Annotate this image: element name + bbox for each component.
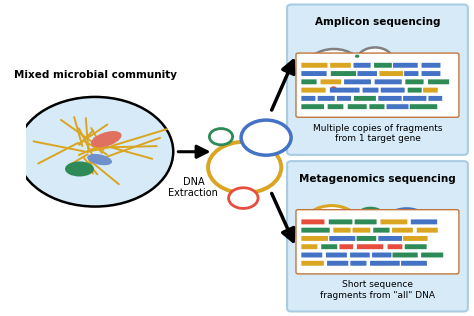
FancyBboxPatch shape bbox=[328, 104, 343, 109]
FancyBboxPatch shape bbox=[318, 96, 335, 101]
FancyBboxPatch shape bbox=[327, 261, 348, 266]
Ellipse shape bbox=[91, 131, 121, 147]
Circle shape bbox=[17, 97, 173, 207]
FancyBboxPatch shape bbox=[296, 53, 459, 117]
FancyBboxPatch shape bbox=[357, 71, 377, 76]
FancyBboxPatch shape bbox=[378, 236, 402, 241]
FancyBboxPatch shape bbox=[421, 63, 440, 68]
FancyBboxPatch shape bbox=[374, 79, 402, 84]
FancyBboxPatch shape bbox=[301, 236, 328, 241]
FancyBboxPatch shape bbox=[410, 104, 437, 109]
FancyBboxPatch shape bbox=[417, 228, 438, 233]
FancyBboxPatch shape bbox=[301, 88, 326, 93]
FancyBboxPatch shape bbox=[329, 236, 356, 241]
FancyBboxPatch shape bbox=[301, 244, 318, 249]
FancyBboxPatch shape bbox=[408, 88, 422, 93]
FancyBboxPatch shape bbox=[301, 219, 324, 224]
FancyBboxPatch shape bbox=[373, 228, 390, 233]
Circle shape bbox=[228, 188, 258, 209]
FancyBboxPatch shape bbox=[404, 71, 419, 76]
FancyBboxPatch shape bbox=[421, 71, 440, 76]
FancyBboxPatch shape bbox=[403, 96, 427, 101]
FancyBboxPatch shape bbox=[287, 161, 468, 312]
FancyBboxPatch shape bbox=[301, 252, 322, 258]
Ellipse shape bbox=[65, 161, 94, 176]
FancyBboxPatch shape bbox=[428, 96, 442, 101]
Circle shape bbox=[356, 208, 385, 229]
FancyBboxPatch shape bbox=[348, 104, 367, 109]
FancyBboxPatch shape bbox=[301, 96, 315, 101]
FancyBboxPatch shape bbox=[344, 79, 371, 84]
FancyBboxPatch shape bbox=[355, 219, 377, 224]
FancyBboxPatch shape bbox=[428, 79, 449, 84]
FancyBboxPatch shape bbox=[378, 96, 401, 101]
FancyBboxPatch shape bbox=[393, 63, 418, 68]
FancyBboxPatch shape bbox=[370, 261, 400, 266]
FancyBboxPatch shape bbox=[329, 219, 352, 224]
FancyBboxPatch shape bbox=[379, 71, 403, 76]
FancyBboxPatch shape bbox=[354, 96, 376, 101]
FancyBboxPatch shape bbox=[333, 228, 351, 233]
FancyBboxPatch shape bbox=[301, 79, 317, 84]
Text: Multiple copies of fragments
from 1 target gene: Multiple copies of fragments from 1 targ… bbox=[313, 124, 442, 143]
Circle shape bbox=[357, 47, 393, 72]
FancyBboxPatch shape bbox=[287, 4, 468, 155]
FancyBboxPatch shape bbox=[330, 63, 351, 68]
Text: Short sequence
fragments from "all" DNA: Short sequence fragments from "all" DNA bbox=[320, 280, 435, 300]
Ellipse shape bbox=[87, 154, 112, 165]
FancyBboxPatch shape bbox=[301, 228, 330, 233]
FancyBboxPatch shape bbox=[405, 79, 424, 84]
FancyBboxPatch shape bbox=[357, 244, 383, 249]
FancyBboxPatch shape bbox=[381, 219, 407, 224]
FancyBboxPatch shape bbox=[353, 228, 370, 233]
Circle shape bbox=[390, 56, 434, 87]
FancyBboxPatch shape bbox=[405, 244, 427, 249]
FancyBboxPatch shape bbox=[392, 228, 413, 233]
FancyBboxPatch shape bbox=[301, 104, 324, 109]
FancyBboxPatch shape bbox=[330, 88, 360, 93]
Circle shape bbox=[355, 55, 359, 58]
FancyBboxPatch shape bbox=[369, 104, 384, 109]
FancyBboxPatch shape bbox=[354, 63, 371, 68]
FancyBboxPatch shape bbox=[403, 236, 428, 241]
FancyBboxPatch shape bbox=[386, 104, 409, 109]
FancyBboxPatch shape bbox=[331, 71, 356, 76]
Text: Metagenomics sequencing: Metagenomics sequencing bbox=[299, 174, 456, 184]
FancyBboxPatch shape bbox=[363, 88, 378, 93]
Text: Amplicon sequencing: Amplicon sequencing bbox=[315, 17, 440, 27]
FancyBboxPatch shape bbox=[301, 71, 327, 76]
Circle shape bbox=[383, 209, 430, 242]
FancyBboxPatch shape bbox=[321, 244, 337, 249]
FancyBboxPatch shape bbox=[301, 261, 324, 266]
FancyBboxPatch shape bbox=[388, 244, 402, 249]
FancyBboxPatch shape bbox=[381, 88, 405, 93]
Circle shape bbox=[330, 86, 337, 91]
FancyBboxPatch shape bbox=[320, 79, 341, 84]
FancyBboxPatch shape bbox=[356, 236, 376, 241]
Circle shape bbox=[355, 227, 387, 250]
Circle shape bbox=[241, 120, 291, 155]
FancyBboxPatch shape bbox=[423, 88, 438, 93]
FancyBboxPatch shape bbox=[401, 261, 427, 266]
FancyBboxPatch shape bbox=[301, 63, 328, 68]
Text: Mixed microbial community: Mixed microbial community bbox=[14, 70, 177, 80]
Circle shape bbox=[208, 142, 281, 193]
FancyBboxPatch shape bbox=[296, 210, 459, 274]
FancyBboxPatch shape bbox=[350, 252, 370, 258]
FancyBboxPatch shape bbox=[372, 252, 392, 258]
FancyBboxPatch shape bbox=[326, 252, 347, 258]
Circle shape bbox=[306, 49, 362, 88]
FancyBboxPatch shape bbox=[350, 261, 366, 266]
FancyBboxPatch shape bbox=[421, 252, 443, 258]
Text: DNA
Extraction: DNA Extraction bbox=[168, 177, 218, 198]
Circle shape bbox=[303, 206, 360, 245]
FancyBboxPatch shape bbox=[392, 252, 418, 258]
FancyBboxPatch shape bbox=[374, 63, 392, 68]
FancyBboxPatch shape bbox=[411, 219, 437, 224]
FancyBboxPatch shape bbox=[337, 96, 351, 101]
Circle shape bbox=[210, 129, 233, 145]
FancyBboxPatch shape bbox=[339, 244, 353, 249]
